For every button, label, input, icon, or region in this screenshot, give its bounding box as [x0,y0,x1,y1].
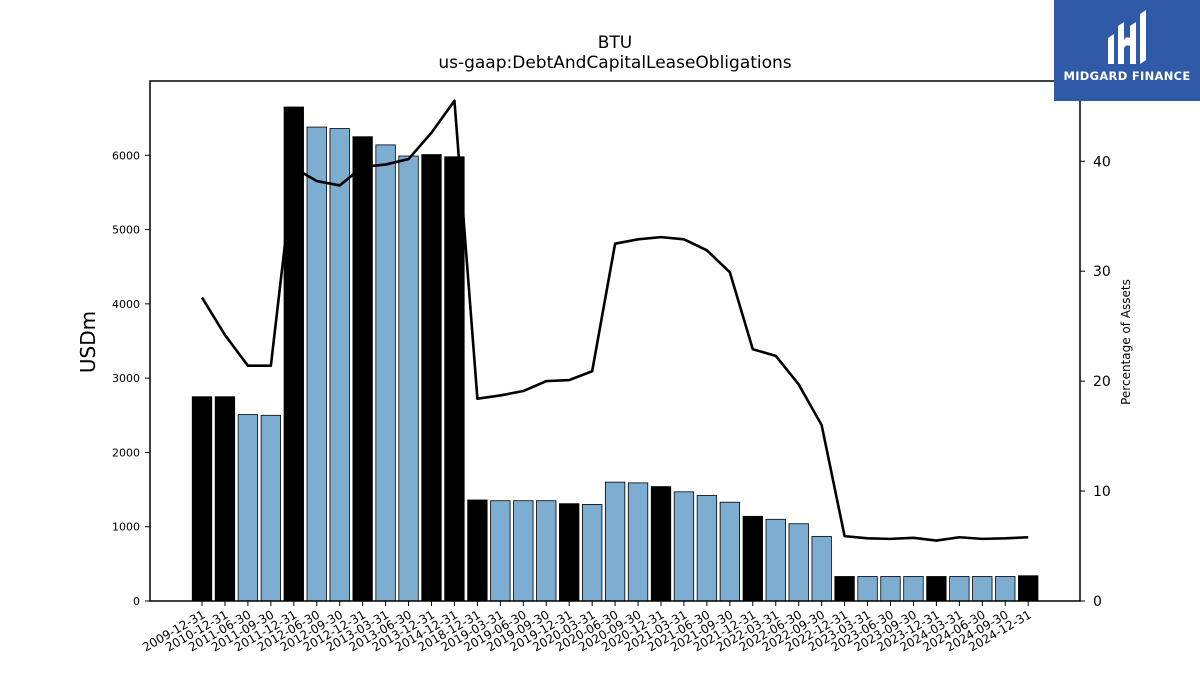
bar [513,500,534,602]
bar [467,499,488,602]
bar [191,396,213,602]
y-tick-label: 6000 [112,149,140,162]
y2-tick-label: 20 [1093,374,1111,390]
y-tick-label: 2000 [112,446,140,459]
brand-logo: MIDGARD FINANCE [1054,0,1200,101]
bar [260,414,282,602]
bar [811,535,832,602]
bar [926,576,947,602]
y-axis-label: USDm [76,311,100,373]
chart-subtitle: us-gaap:DebtAndCapitalLeaseObligations [438,53,791,73]
bar [559,503,580,602]
chart-title: BTU [598,33,633,53]
bar [627,482,649,602]
bar [834,576,855,602]
bar [214,396,236,602]
y-tick-label: 1000 [112,521,140,534]
y2-tick-label: 10 [1093,484,1111,500]
bar [880,576,901,602]
brand-logo-text: MIDGARD FINANCE [1063,69,1191,83]
bar [306,126,327,602]
bar [490,500,511,602]
y-tick-label: 4000 [112,298,140,311]
bar [283,106,304,602]
bar [857,576,878,602]
bar [972,576,993,602]
bar [536,500,557,602]
bar [650,486,672,602]
bar [444,156,465,602]
bar [329,128,350,602]
bar [949,576,970,602]
bar [765,518,786,602]
bar [742,515,763,602]
midgard-logo-icon [1108,10,1146,64]
bar [375,144,396,602]
y2-axis-label: Percentage of Assets [1119,279,1133,405]
percentage-line [200,99,1029,542]
bar [604,481,626,602]
y-tick-label: 0 [133,595,140,608]
y-tick-label: 3000 [112,372,140,385]
y2-tick-label: 0 [1093,594,1102,610]
bar [398,155,419,602]
bar [995,576,1016,602]
bar [1018,575,1039,602]
bar [788,523,809,602]
bar [696,495,718,602]
y-tick-label: 5000 [112,224,140,237]
plot-area: 01000200030004000500060000102030402009-1… [112,80,1111,654]
bar [237,414,259,602]
bar [352,136,373,602]
bar [582,504,603,602]
bar [421,154,442,602]
y2-tick-label: 40 [1093,154,1111,170]
bar [673,491,695,602]
bar [903,576,924,602]
y2-tick-label: 30 [1093,264,1111,280]
bar [719,501,740,602]
